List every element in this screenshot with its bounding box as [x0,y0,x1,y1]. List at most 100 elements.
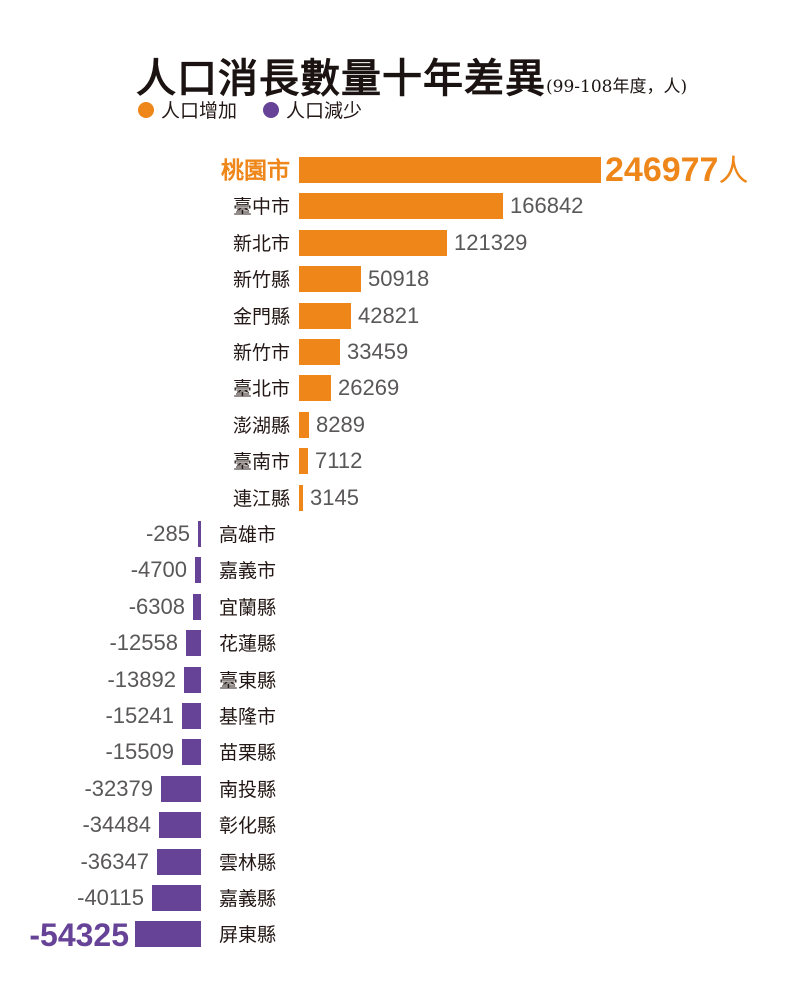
row-value: 33459 [347,339,409,364]
bar-positive [299,375,331,401]
row-label: 高雄市 [219,524,277,546]
bar-negative [182,739,201,765]
bar-positive [299,303,351,329]
chart-row: 基隆市 -15241 [0,703,792,729]
row-value: -15241 [105,703,174,728]
chart-row: 新竹縣 50918 [0,266,792,292]
chart-row: 臺中市 166842 [0,193,792,219]
legend-item-decrease: 人口減少 [263,96,362,123]
bar-positive [299,412,309,438]
chart-row: 南投縣 -32379 [0,776,792,802]
row-label: 花蓮縣 [219,633,277,655]
chart-row: 金門縣 42821 [0,303,792,329]
chart-row: 嘉義縣 -40115 [0,885,792,911]
row-value: -34484 [82,812,151,837]
bar-negative [195,557,201,583]
row-value: -4700 [130,557,187,582]
row-value: -12558 [109,630,178,655]
bar-positive [299,230,447,256]
row-value: 166842 [510,193,584,218]
chart-row: 花蓮縣 -12558 [0,630,792,656]
row-label: 宜蘭縣 [219,597,277,619]
row-label: 澎湖縣 [232,415,290,437]
bar-positive [299,266,361,292]
row-label: 彰化縣 [219,815,277,837]
row-value-number: 246977 [605,151,719,189]
legend-label: 人口減少 [286,100,363,122]
row-value: 8289 [316,412,365,437]
bar-negative [159,812,201,838]
chart-row: 宜蘭縣 -6308 [0,594,792,620]
row-value: -13892 [107,667,176,692]
bar-negative [184,667,201,693]
chart-row: 新北市 121329 [0,230,792,256]
row-label: 雲林縣 [219,852,277,874]
legend-label: 人口增加 [161,100,238,122]
chart-row: 高雄市 -285 [0,521,792,547]
chart-row: 苗栗縣 -15509 [0,739,792,765]
bar-negative [193,594,201,620]
bar-positive [299,448,308,474]
row-value: 121329 [454,230,528,255]
row-label: 苗栗縣 [219,742,277,764]
chart-row: 臺北市 26269 [0,375,792,401]
row-label: 臺中市 [232,196,290,218]
bar-positive [299,485,303,511]
row-value: 42821 [358,303,420,328]
chart-row: 新竹市 33459 [0,339,792,365]
bar-positive [299,193,503,219]
chart-row: 澎湖縣 8289 [0,412,792,438]
legend-dot-orange-icon [138,101,154,118]
bar-negative [182,703,201,729]
row-label: 連江縣 [232,488,290,510]
row-label: 臺南市 [232,451,290,473]
row-label: 臺東縣 [219,670,277,692]
legend-dot-purple-icon [263,101,280,118]
bar-negative [161,776,201,802]
chart-row: 雲林縣 -36347 [0,849,792,875]
row-label: 南投縣 [219,779,277,801]
row-value: -40115 [77,885,144,910]
bar-positive [299,157,601,183]
row-label: 桃園市 [221,158,290,184]
chart-row: 彰化縣 -34484 [0,812,792,838]
row-value: -32379 [84,776,153,801]
row-value: 3145 [310,485,359,510]
row-label: 新北市 [232,233,290,255]
row-label: 嘉義縣 [219,888,277,910]
row-label: 新竹縣 [232,269,290,291]
chart-row: 連江縣 3145 [0,485,792,511]
row-label: 新竹市 [232,342,290,364]
row-value: -54325 [29,917,129,953]
bar-positive [299,339,340,365]
bar-negative [152,885,201,911]
chart-row: 桃園市 246977人 [0,153,792,187]
bar-negative [198,521,201,547]
chart-legend: 人口增加 人口減少 [138,96,388,123]
row-value: -15509 [105,739,174,764]
chart-row: 屏東縣 -54325 [0,917,792,953]
chart-title-main: 人口消長數量十年差異 [136,55,546,102]
row-value: -6308 [128,594,185,619]
bar-negative [186,630,201,656]
row-value: 246977人 [605,153,749,189]
chart-row: 臺東縣 -13892 [0,667,792,693]
row-label: 基隆市 [219,706,277,728]
row-value: -36347 [80,849,149,874]
row-label: 金門縣 [232,306,290,328]
chart-row: 嘉義市 -4700 [0,557,792,583]
row-label: 嘉義市 [219,560,277,582]
bar-negative [135,921,201,947]
chart-title: 人口消長數量十年差異(99-108年度，人) [136,46,687,104]
row-value: 7112 [315,448,363,473]
row-value: 50918 [368,266,430,291]
row-label: 屏東縣 [219,924,277,946]
row-value: 26269 [338,375,400,400]
row-value-unit: 人 [718,154,749,189]
chart-subtitle: (99-108年度，人) [546,77,688,97]
row-label: 臺北市 [232,378,290,400]
bar-negative [157,849,201,875]
chart-row: 臺南市 7112 [0,448,792,474]
legend-item-increase: 人口增加 [138,96,237,123]
row-value: -285 [145,521,190,546]
